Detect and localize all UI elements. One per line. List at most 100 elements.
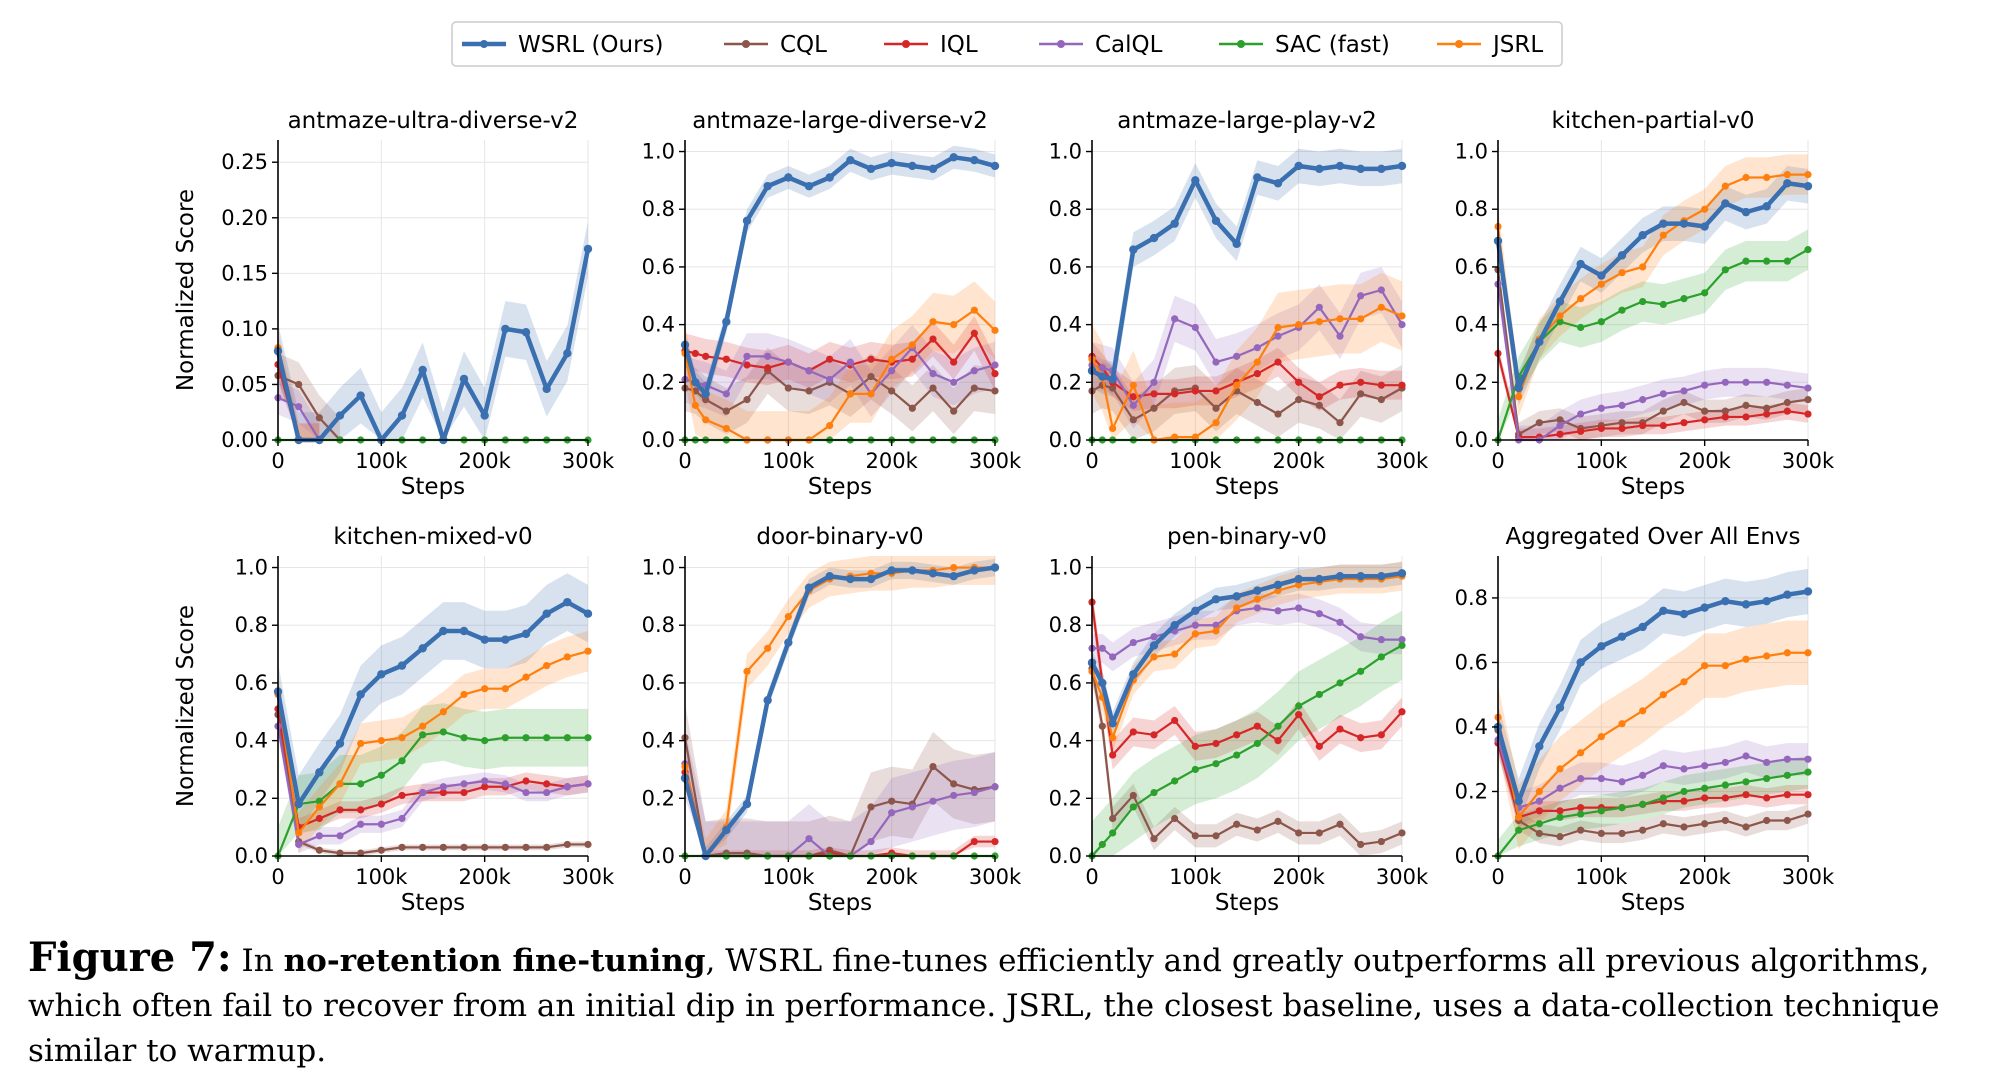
legend-item-calql: CalQL	[1039, 32, 1163, 58]
data-point	[1535, 820, 1543, 828]
x-tick-label: 200k	[459, 865, 512, 889]
data-point	[1804, 810, 1812, 818]
caption-text-before: In	[231, 943, 284, 979]
data-point	[1377, 837, 1385, 846]
data-point	[1150, 788, 1158, 797]
data-point	[743, 667, 751, 675]
data-point	[1150, 390, 1158, 398]
data-point	[1535, 742, 1544, 751]
x-tick-label: 200k	[1679, 449, 1732, 473]
y-tick-label: 0.10	[221, 317, 268, 341]
data-point	[867, 803, 875, 811]
series-sac-fast	[1088, 641, 1406, 860]
data-point	[1659, 231, 1667, 239]
band-jsrl	[1498, 154, 1808, 417]
panel-kitchen-mixed-v0: 0 100k 200k 300k 0.0 0.2 0.4 0.6 0.8 1.0 kitchen-m…	[173, 524, 615, 916]
data-point	[1274, 332, 1282, 340]
data-point	[1274, 722, 1282, 730]
data-point	[1336, 332, 1344, 340]
data-point	[1212, 739, 1220, 748]
y-tick-label: 0.6	[1455, 650, 1488, 674]
series-cql	[1494, 726, 1812, 841]
data-point	[825, 571, 834, 581]
data-point	[1741, 207, 1751, 217]
data-point	[1253, 398, 1261, 407]
data-point	[501, 635, 510, 644]
data-point	[1556, 765, 1564, 773]
y-tick-label: 1.0	[235, 556, 268, 580]
data-point	[357, 739, 365, 748]
data-point	[1357, 292, 1365, 300]
y-tick-label: 0.0	[642, 844, 675, 868]
y-tick-label: 0.8	[235, 613, 268, 637]
legend-label: JSRL	[1491, 32, 1543, 58]
data-point	[763, 181, 772, 191]
data-point	[398, 734, 406, 742]
y-tick-label: 0.8	[1455, 586, 1488, 610]
data-point	[970, 566, 979, 575]
x-axis-label: Steps	[808, 474, 872, 500]
data-point	[1295, 829, 1303, 837]
legend-item-cql: CQL	[724, 32, 827, 58]
band-calql	[1092, 266, 1402, 429]
band-iql	[278, 700, 588, 836]
band-wsrl-ours	[1092, 148, 1402, 397]
data-point	[357, 780, 365, 788]
data-point	[866, 164, 876, 174]
data-point	[563, 840, 571, 849]
legend-label: CQL	[780, 32, 827, 58]
data-point	[804, 583, 814, 592]
series-line	[276, 730, 588, 857]
data-point	[1253, 604, 1261, 612]
series-line	[1495, 589, 1809, 804]
data-point	[439, 783, 447, 791]
data-point	[1639, 421, 1647, 430]
series-jsrl	[681, 306, 999, 444]
data-point	[501, 685, 509, 693]
data-point	[1742, 173, 1750, 182]
band-calql	[1092, 593, 1402, 672]
data-point	[1129, 670, 1138, 679]
data-point	[1597, 271, 1606, 280]
data-point	[1109, 424, 1117, 433]
x-axis-label: Steps	[1215, 474, 1279, 500]
data-point	[481, 843, 489, 851]
x-tick-label: 200k	[1273, 865, 1326, 889]
data-point	[1680, 787, 1688, 796]
data-point	[1335, 571, 1345, 581]
data-point	[398, 791, 406, 800]
data-point	[1701, 205, 1709, 213]
data-point	[1783, 257, 1791, 265]
x-tick-label: 100k	[1169, 865, 1222, 889]
data-point	[1763, 257, 1771, 265]
data-point	[377, 800, 385, 808]
data-point	[1762, 596, 1771, 606]
y-tick-label: 0.2	[1455, 779, 1488, 803]
x-tick-label: 300k	[1376, 865, 1429, 889]
data-point	[1212, 760, 1220, 768]
data-point	[1742, 778, 1750, 786]
data-point	[584, 647, 592, 655]
x-tick-label: 100k	[762, 865, 815, 889]
data-point	[522, 843, 530, 851]
data-point	[991, 326, 999, 334]
data-point	[1514, 796, 1523, 806]
data-point	[460, 788, 468, 797]
data-point	[419, 788, 427, 797]
data-point	[970, 837, 978, 846]
series-line	[682, 565, 996, 859]
data-point	[315, 814, 323, 823]
data-point	[1701, 820, 1709, 828]
data-point	[1294, 161, 1303, 171]
series-line	[276, 726, 589, 846]
x-tick-label: 300k	[562, 449, 615, 473]
data-point	[1763, 378, 1771, 386]
data-point	[1150, 731, 1158, 739]
data-point	[949, 571, 958, 581]
data-point	[1315, 393, 1323, 401]
data-point	[1535, 337, 1544, 347]
y-tick-label: 0.2	[1455, 370, 1488, 394]
data-point	[970, 155, 979, 165]
data-point	[1315, 574, 1324, 584]
data-point	[1701, 416, 1709, 424]
